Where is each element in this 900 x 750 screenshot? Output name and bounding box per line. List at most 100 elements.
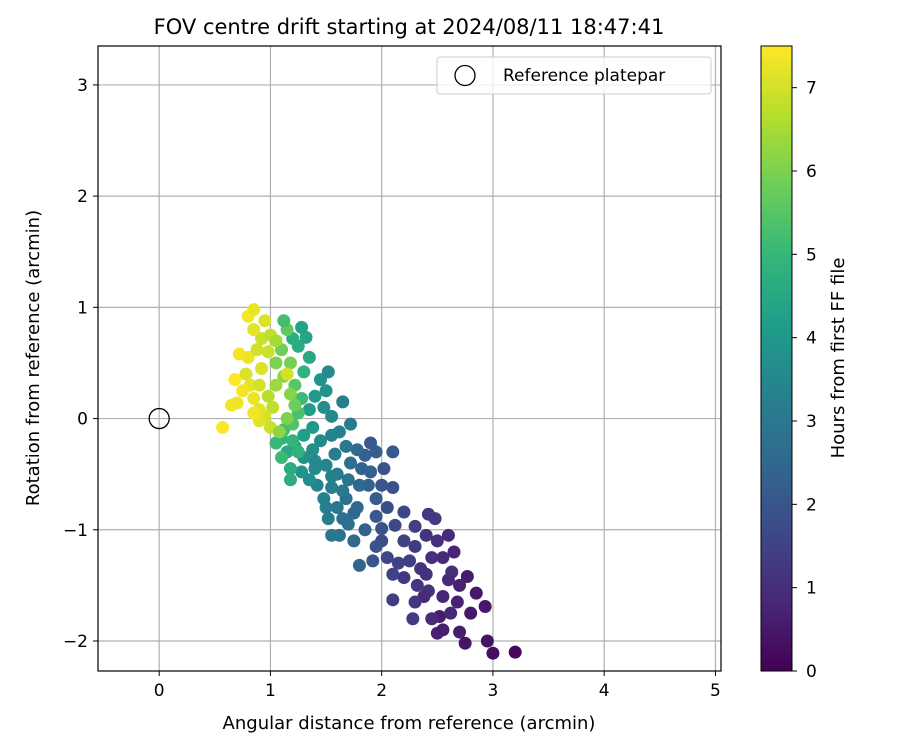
data-point xyxy=(352,478,366,492)
data-point xyxy=(447,545,461,559)
data-point xyxy=(386,481,400,495)
data-point xyxy=(266,400,280,414)
data-point xyxy=(397,534,411,548)
y-tick-label: −1 xyxy=(63,521,88,541)
data-point xyxy=(425,612,439,626)
data-point xyxy=(419,567,433,581)
data-point xyxy=(283,462,297,476)
data-point xyxy=(297,365,311,379)
data-point xyxy=(453,625,467,639)
data-point xyxy=(302,403,316,417)
data-point xyxy=(319,458,333,472)
data-point xyxy=(306,420,320,434)
data-point xyxy=(297,428,311,442)
data-point xyxy=(486,646,500,660)
data-point xyxy=(408,539,422,553)
data-point xyxy=(247,392,261,406)
data-point xyxy=(325,481,339,495)
data-point xyxy=(330,501,344,515)
plot-frame xyxy=(97,45,722,672)
colorbar-tick-label: 0 xyxy=(806,662,817,682)
data-point xyxy=(436,551,450,565)
data-point xyxy=(258,314,272,328)
data-point xyxy=(436,589,450,603)
y-tick-label: 3 xyxy=(77,76,88,96)
data-point xyxy=(302,350,316,364)
data-point xyxy=(419,528,433,542)
data-point xyxy=(508,645,522,659)
data-point xyxy=(408,595,422,609)
chart-title: FOV centre drift starting at 2024/08/11 … xyxy=(154,15,665,39)
data-point xyxy=(380,501,394,515)
data-point xyxy=(388,518,402,532)
data-points xyxy=(216,303,522,660)
x-tick-label: 5 xyxy=(710,681,721,701)
data-point xyxy=(361,478,375,492)
x-tick-label: 0 xyxy=(154,681,165,701)
reference-platepar-point xyxy=(148,407,170,430)
data-point xyxy=(275,450,289,464)
data-point xyxy=(236,384,250,398)
legend-open-circle-icon xyxy=(454,64,476,87)
data-point xyxy=(339,439,353,453)
data-point xyxy=(328,447,342,461)
data-point xyxy=(369,492,383,506)
data-point xyxy=(425,551,439,565)
data-point xyxy=(375,522,389,536)
data-point xyxy=(397,505,411,519)
data-point xyxy=(291,445,305,459)
y-tick-label: −2 xyxy=(63,632,88,652)
data-point xyxy=(325,469,339,483)
data-point xyxy=(308,389,322,403)
data-point xyxy=(228,373,242,387)
data-point xyxy=(358,523,372,537)
data-point xyxy=(406,612,420,626)
data-point xyxy=(336,484,350,498)
data-point xyxy=(391,556,405,570)
data-point xyxy=(450,595,464,609)
data-point xyxy=(272,425,286,439)
colorbar-tick-label: 4 xyxy=(806,329,817,349)
data-point xyxy=(269,356,283,370)
data-point xyxy=(283,473,297,487)
data-point xyxy=(347,506,361,520)
data-point xyxy=(325,528,339,542)
colorbar-tick-label: 6 xyxy=(806,162,817,182)
data-point xyxy=(230,396,244,410)
legend-box xyxy=(436,56,712,95)
data-point xyxy=(306,443,320,457)
grid-lines xyxy=(98,46,721,671)
x-tick-label: 2 xyxy=(376,681,387,701)
data-point xyxy=(332,425,346,439)
data-point xyxy=(386,445,400,459)
colorbar-tick-label: 7 xyxy=(806,79,817,99)
colorbar-strip xyxy=(760,45,793,672)
data-point xyxy=(344,417,358,431)
data-point xyxy=(377,462,391,476)
data-point xyxy=(247,303,261,317)
data-point xyxy=(375,534,389,548)
data-point xyxy=(350,443,364,457)
data-point xyxy=(430,534,444,548)
data-point xyxy=(247,323,261,337)
colorbar-tick-label: 5 xyxy=(806,245,817,265)
y-axis-label: Rotation from reference (arcmin) xyxy=(23,210,44,506)
data-point xyxy=(269,436,283,450)
data-point xyxy=(247,406,261,420)
y-tick-label: 2 xyxy=(77,187,88,207)
data-point xyxy=(280,367,294,381)
data-point xyxy=(397,571,411,585)
colorbar-tick-label: 1 xyxy=(806,579,817,599)
data-point xyxy=(261,389,275,403)
data-point xyxy=(295,320,309,334)
data-point xyxy=(283,356,297,370)
data-point xyxy=(280,412,294,426)
data-point xyxy=(261,345,275,359)
data-point xyxy=(480,634,494,648)
data-point xyxy=(380,551,394,565)
data-point xyxy=(325,409,339,423)
data-point xyxy=(364,436,378,450)
reference-marker xyxy=(148,407,170,430)
colorbar-label: Hours from first FF file xyxy=(828,258,849,459)
data-point xyxy=(308,454,322,468)
